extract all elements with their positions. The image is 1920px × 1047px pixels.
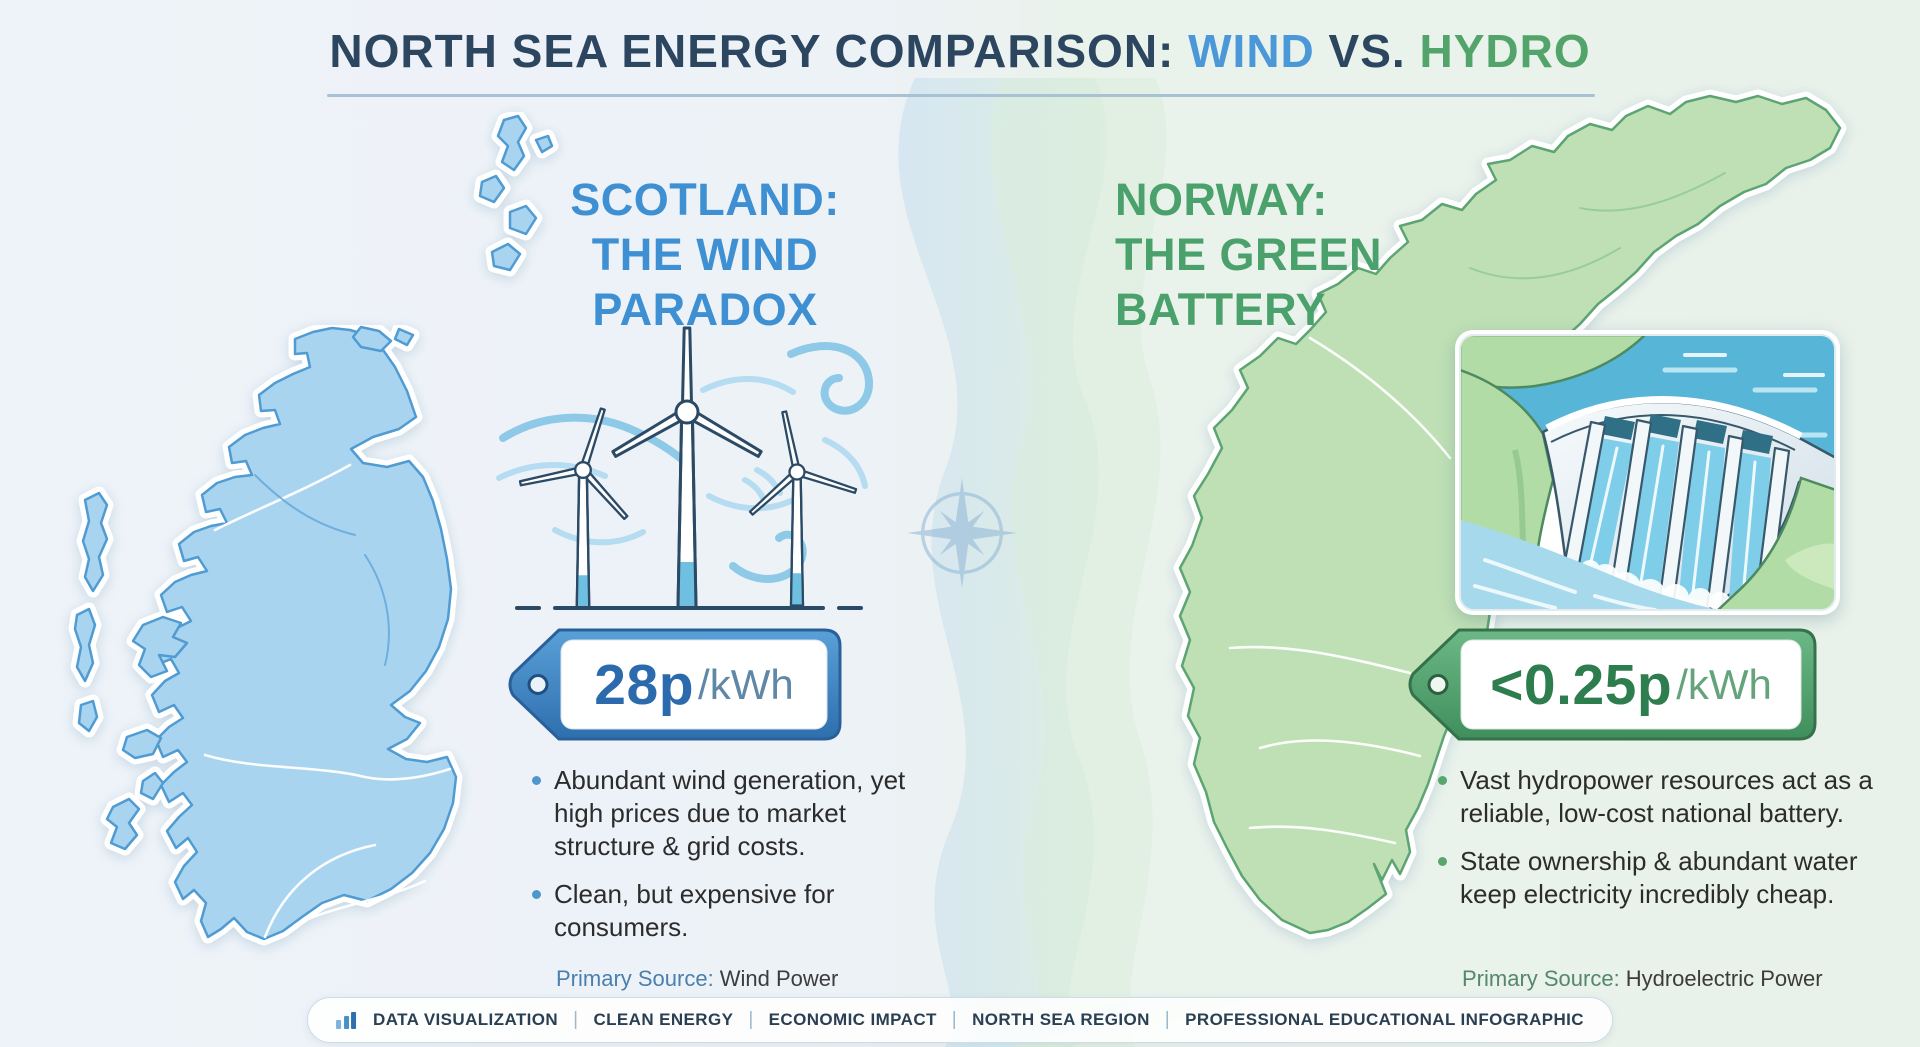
norway-price: <0.25p/kWh	[1461, 640, 1801, 729]
footer-tag: ECONOMIC IMPACT	[768, 1010, 937, 1029]
title-hydro: HYDRO	[1419, 25, 1591, 77]
bullet-dot	[1438, 776, 1447, 785]
footer-tag: DATA VISUALIZATION	[373, 1010, 559, 1029]
norway-map	[1110, 88, 1870, 978]
norway-price-unit: /kWh	[1676, 660, 1772, 708]
bullet-dot	[532, 890, 541, 900]
separator: |	[1164, 1009, 1171, 1030]
bullet-text: State ownership & abundant water keep el…	[1460, 846, 1858, 910]
norway-price-value: <0.25p	[1490, 652, 1673, 717]
title-wind: WIND	[1188, 25, 1315, 77]
compass-rose-icon	[906, 477, 1018, 589]
list-item: Abundant wind generation, yet high price…	[532, 764, 917, 863]
scotland-map	[55, 325, 485, 1005]
bullet-dot	[532, 776, 541, 785]
scotland-price-value: 28p	[594, 652, 695, 717]
footer-tag: CLEAN ENERGY	[593, 1010, 734, 1029]
title-underline	[327, 94, 1595, 97]
scotland-bullet-list: Abundant wind generation, yet high price…	[532, 764, 917, 959]
page-title: NORTH SEA ENERGY COMPARISON: WIND VS. HY…	[0, 24, 1920, 78]
list-item: Vast hydropower resources act as a relia…	[1438, 764, 1908, 830]
footer-tag: PROFESSIONAL EDUCATIONAL INFOGRAPHIC	[1185, 1010, 1584, 1029]
source-label: Primary Source:	[1462, 966, 1620, 991]
footer-tag: NORTH SEA REGION	[972, 1010, 1150, 1029]
bullet-text: Vast hydropower resources act as a relia…	[1460, 765, 1873, 829]
source-label: Primary Source:	[556, 966, 714, 991]
bullet-text: Clean, but expensive for consumers.	[554, 879, 835, 943]
scotland-price-tag	[505, 622, 850, 747]
bullet-text: Abundant wind generation, yet high price…	[554, 765, 906, 862]
hydro-dam-illustration	[1455, 330, 1840, 615]
norway-heading: NORWAY: THE GREEN BATTERY	[1115, 174, 1383, 336]
source-value: Wind Power	[719, 966, 839, 991]
bar-chart-icon	[336, 1011, 357, 1029]
source-value: Hydroelectric Power	[1625, 966, 1823, 991]
norway-bullet-list: Vast hydropower resources act as a relia…	[1438, 764, 1908, 926]
separator: |	[573, 1009, 579, 1030]
separator: |	[748, 1009, 754, 1030]
title-vs: VS.	[1314, 25, 1420, 77]
bullet-dot	[1438, 857, 1447, 867]
list-item: Clean, but expensive for consumers.	[532, 878, 917, 944]
footer-tag-pill: DATA VISUALIZATION | CLEAN ENERGY | ECON…	[307, 997, 1613, 1043]
scotland-heading: SCOTLAND: THE WIND PARADOX	[570, 174, 840, 336]
scotland-source: Primary Source: Wind Power	[556, 966, 838, 992]
scotland-price-unit: /kWh	[698, 660, 794, 708]
scotland-price: 28p/kWh	[561, 640, 827, 729]
list-item: State ownership & abundant water keep el…	[1438, 845, 1908, 911]
separator: |	[951, 1009, 958, 1030]
title-prefix: NORTH SEA ENERGY COMPARISON:	[329, 25, 1189, 77]
wind-turbines-illustration	[496, 326, 873, 611]
norway-price-tag	[1405, 622, 1825, 747]
norway-source: Primary Source: Hydroelectric Power	[1462, 966, 1823, 992]
